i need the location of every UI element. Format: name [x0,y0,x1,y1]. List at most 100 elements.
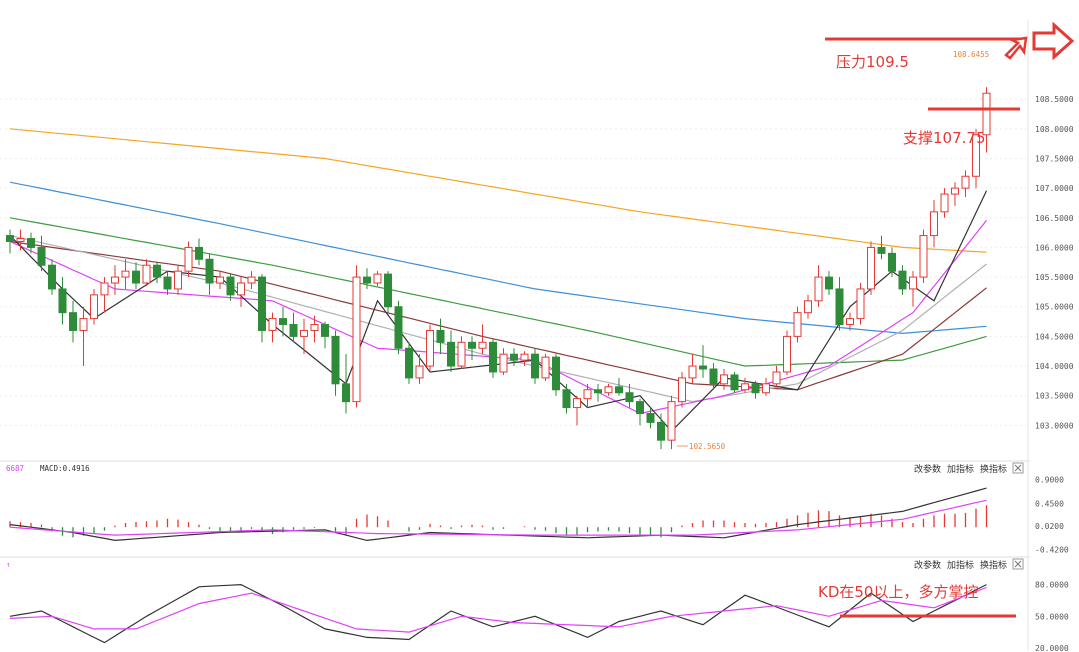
macd-y-tick-label: 0.9000 [1035,476,1064,485]
arrow-up-right-icon [1004,36,1028,60]
candle-body [363,276,371,284]
candle-body [48,264,56,290]
macd-button-0[interactable]: 改参数 [914,463,941,475]
kd-button-2[interactable]: 换指标 [980,559,1007,571]
macd-y-tick-label: 0.4500 [1035,499,1064,508]
candle-body [373,273,382,284]
candle-body [247,276,256,284]
y-tick-label: 106.0000 [1035,243,1074,252]
y-tick-label: 103.0000 [1035,421,1074,430]
y-tick-label: 108.5000 [1035,95,1074,104]
candle-body [153,264,161,278]
macd-dif-line [9,487,987,542]
candle-body [888,252,896,272]
candle-body [37,246,46,266]
kd-y-axis: 80.0000 50.0000 20.0000 [1035,581,1069,652]
candle-body [184,246,193,272]
kd-toolbar: 改参数 加指标 换指标 [914,558,1024,571]
candle-body [268,318,277,331]
macd-y-tick-label: 0.0200 [1035,522,1064,531]
candle-body [6,235,14,242]
candle-body [415,365,424,379]
close-icon-glyph [1014,560,1022,568]
candle-body [342,383,350,403]
candle-body [615,386,623,394]
candle-body [720,374,728,385]
candle-body [489,341,497,373]
candle-body [79,318,88,331]
candle-body [132,270,140,284]
candle-body [499,353,508,373]
macd-lines [9,487,987,542]
ma-line-MA-green [9,217,987,367]
candle-body [552,356,560,391]
candle-body [90,294,98,320]
candle-body [625,392,634,403]
candle-body [478,341,487,349]
macd-button-1[interactable]: 加指标 [947,463,974,475]
candle-body [321,324,329,337]
candle-body [583,389,592,400]
macd-y-axis: 0.9000 0.4500 0.0200 -0.4200 [1035,476,1069,555]
candle-body [793,312,802,337]
candle-body [216,276,224,284]
macd-header-id: 6687 [6,464,24,473]
y-tick-label: 104.0000 [1035,362,1074,371]
candle-body [909,276,917,290]
candle-body [58,288,67,314]
candle-body [531,353,539,379]
candle-body [709,368,718,385]
ma-line-MA-black [9,190,988,433]
candle-body [982,92,991,136]
candle-body [142,264,151,284]
candle-body [688,365,697,379]
candle-body [751,383,760,394]
candle-body [814,276,823,302]
candle-body [174,270,182,290]
candle-body [930,211,938,237]
candle-body [258,276,266,331]
candle-body [835,288,844,326]
kd-y-tick-label: 50.0000 [1035,612,1069,621]
kd-y-tick-label: 80.0000 [1035,581,1069,590]
candle-body [520,353,529,361]
candle-body [783,335,791,373]
candle-body [940,193,949,213]
candle-body [919,235,928,278]
kd-d-line [9,586,987,633]
kd-button-0[interactable]: 改参数 [914,559,941,571]
candle-body [804,300,812,314]
macd-button-2[interactable]: 换指标 [980,463,1007,475]
candle-body [856,288,865,320]
low-price-label: 102.5650 [689,442,726,451]
main-y-axis: 108.5000 108.0000 107.5000 107.0000 106.5000… [1035,95,1074,430]
macd-toolbar: 改参数 加指标 换指标 [914,462,1024,475]
macd-histogram [9,505,988,538]
candle-body [510,353,518,361]
kd-y-tick-label: 20.0000 [1035,644,1069,652]
macd-y-tick-label: -0.4200 [1035,545,1069,554]
y-tick-label: 104.5000 [1035,332,1074,341]
y-tick-label: 107.0000 [1035,184,1074,193]
candle-body [646,412,655,423]
kd-lines [9,583,987,644]
candle-body [111,276,119,284]
candle-body [741,383,749,391]
candle-body [426,329,434,367]
candle-body [279,318,287,326]
candle-body [772,371,781,385]
kd-header: ↑ [6,560,11,569]
candle-body [163,276,172,290]
candle-body [730,374,739,391]
candle-body [457,341,466,367]
candle-body [604,386,613,394]
candle-body [195,246,203,260]
candle-body [877,246,886,254]
candle-body [121,270,130,278]
y-tick-label: 108.0000 [1035,125,1074,134]
kd-k-line [9,583,987,644]
candle-body [562,389,571,409]
kd-button-1[interactable]: 加指标 [947,559,974,571]
arrow-right-icon [1032,21,1075,61]
candle-body [573,398,581,409]
